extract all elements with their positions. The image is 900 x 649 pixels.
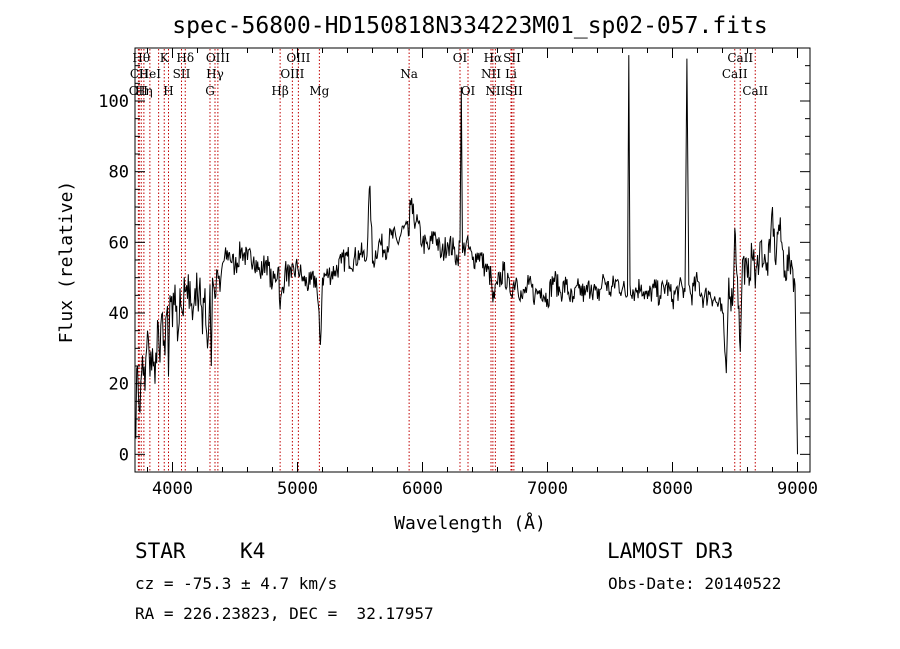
spectral-line-label: CaII	[742, 84, 768, 98]
spectral-line-label: OII	[129, 84, 149, 98]
spectral-line-label: G	[205, 84, 215, 98]
spectral-line-label: OIII	[280, 67, 304, 81]
survey-name: LAMOST DR3	[607, 539, 734, 563]
y-tick-label: 100	[98, 92, 129, 112]
spectral-line-label: SII	[505, 84, 523, 98]
x-tick-label: 5000	[277, 479, 318, 499]
spectral-line-label: H	[163, 84, 173, 98]
observation-date: Obs-Date: 20140522	[608, 574, 782, 593]
spectral-line-markers	[137, 49, 756, 471]
spectral-line-label: OIII	[206, 51, 230, 65]
object-class: STAR	[135, 539, 186, 563]
redshift-velocity: cz = -75.3 ± 4.7 km/s	[135, 574, 338, 593]
spectral-line-label: Hη	[135, 84, 153, 98]
y-tick-label: 0	[119, 445, 129, 465]
object-subclass: K4	[240, 539, 266, 563]
x-tick-label: 9000	[777, 479, 818, 499]
spectral-line-label: Hγ	[206, 67, 224, 81]
spectral-line-label: OI	[453, 51, 468, 65]
spectral-line-label: Li	[505, 67, 517, 81]
spectral-line-label: OIII	[286, 51, 310, 65]
spectrum-series	[134, 55, 798, 455]
spectral-line-label: NII	[481, 67, 501, 81]
spectral-line-label: CaII	[727, 51, 753, 65]
spectral-line-label: Mg	[309, 84, 329, 98]
spectral-line-label: Hθ	[132, 51, 150, 65]
spectrum-line	[134, 55, 798, 455]
spectral-line-label: NII	[485, 84, 505, 98]
spectral-line-label: K	[160, 51, 170, 65]
x-tick-label: 8000	[652, 479, 693, 499]
coordinates: RA = 226.23823, DEC = 32.17957	[135, 604, 434, 623]
spectral-line-label: Na	[400, 67, 418, 81]
spectral-line-labels: OIICIIHθHηHeIKHSIIHδGHγOIIIHβOIIIOIIIMgN…	[129, 51, 769, 98]
y-axis-label: Flux (relative)	[56, 181, 77, 344]
y-tick-label: 40	[109, 304, 129, 324]
x-tick-label: 7000	[527, 479, 568, 499]
chart-title: spec-56800-HD150818N334223M01_sp02-057.f…	[172, 13, 767, 39]
y-tick-label: 80	[109, 163, 129, 183]
spectral-line-label: Hδ	[176, 51, 194, 65]
spectral-line-label: HeI	[139, 67, 162, 81]
spectral-line-label: Hβ	[271, 84, 288, 98]
x-axis-label: Wavelength (Å)	[394, 512, 546, 534]
spectral-line-label: SII	[503, 51, 521, 65]
spectral-line-label: SII	[173, 67, 191, 81]
y-tick-label: 20	[109, 375, 129, 395]
axis-ticks: 4000 5000 6000 7000 8000 9000 0 20 40 60 80 100	[98, 48, 818, 499]
y-tick-label: 60	[109, 233, 129, 253]
spectral-line-label: CaII	[722, 67, 748, 81]
spectral-line-label: Hα	[484, 51, 503, 65]
x-tick-label: 6000	[402, 479, 443, 499]
spectral-line-label: OI	[461, 84, 476, 98]
x-tick-label: 4000	[152, 479, 193, 499]
